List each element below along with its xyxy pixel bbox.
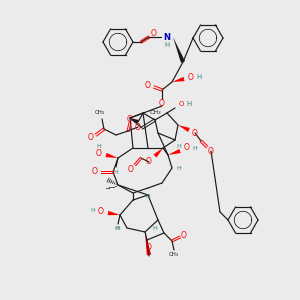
Text: H: H: [186, 101, 192, 107]
Polygon shape: [130, 118, 139, 124]
Text: CH₃: CH₃: [95, 110, 105, 116]
Text: H: H: [153, 226, 158, 230]
Text: O: O: [178, 101, 184, 107]
Text: H: H: [114, 169, 118, 175]
Text: H: H: [97, 143, 101, 148]
Text: O: O: [96, 148, 102, 158]
Polygon shape: [168, 149, 181, 155]
Text: H: H: [116, 226, 120, 232]
Text: H: H: [146, 194, 150, 200]
Polygon shape: [172, 77, 184, 82]
Polygon shape: [173, 37, 185, 63]
Text: O: O: [146, 244, 152, 253]
Text: H: H: [164, 42, 169, 48]
Text: O: O: [88, 133, 94, 142]
Text: H: H: [193, 146, 197, 151]
Polygon shape: [108, 211, 120, 215]
Text: H: H: [177, 143, 182, 148]
Text: O: O: [98, 206, 104, 215]
Polygon shape: [106, 153, 118, 158]
Text: O: O: [181, 230, 187, 239]
Text: O: O: [92, 167, 98, 176]
Polygon shape: [178, 125, 190, 132]
Text: H: H: [177, 166, 182, 170]
Text: CH₃: CH₃: [149, 110, 161, 115]
Text: O: O: [159, 100, 165, 109]
Polygon shape: [145, 232, 151, 255]
Text: O: O: [208, 146, 214, 155]
Text: O: O: [184, 143, 190, 152]
Text: H: H: [91, 208, 95, 214]
Text: O: O: [127, 115, 133, 124]
Text: N: N: [164, 32, 170, 41]
Text: O: O: [151, 28, 157, 38]
Text: O: O: [146, 158, 152, 166]
Text: O: O: [128, 166, 134, 175]
Text: H: H: [196, 74, 202, 80]
Text: O: O: [135, 122, 141, 131]
Text: O: O: [145, 80, 151, 89]
Text: H: H: [115, 226, 119, 230]
Text: O: O: [192, 128, 198, 137]
Polygon shape: [153, 148, 163, 158]
Text: O: O: [188, 73, 194, 82]
Text: CH₃: CH₃: [169, 253, 179, 257]
